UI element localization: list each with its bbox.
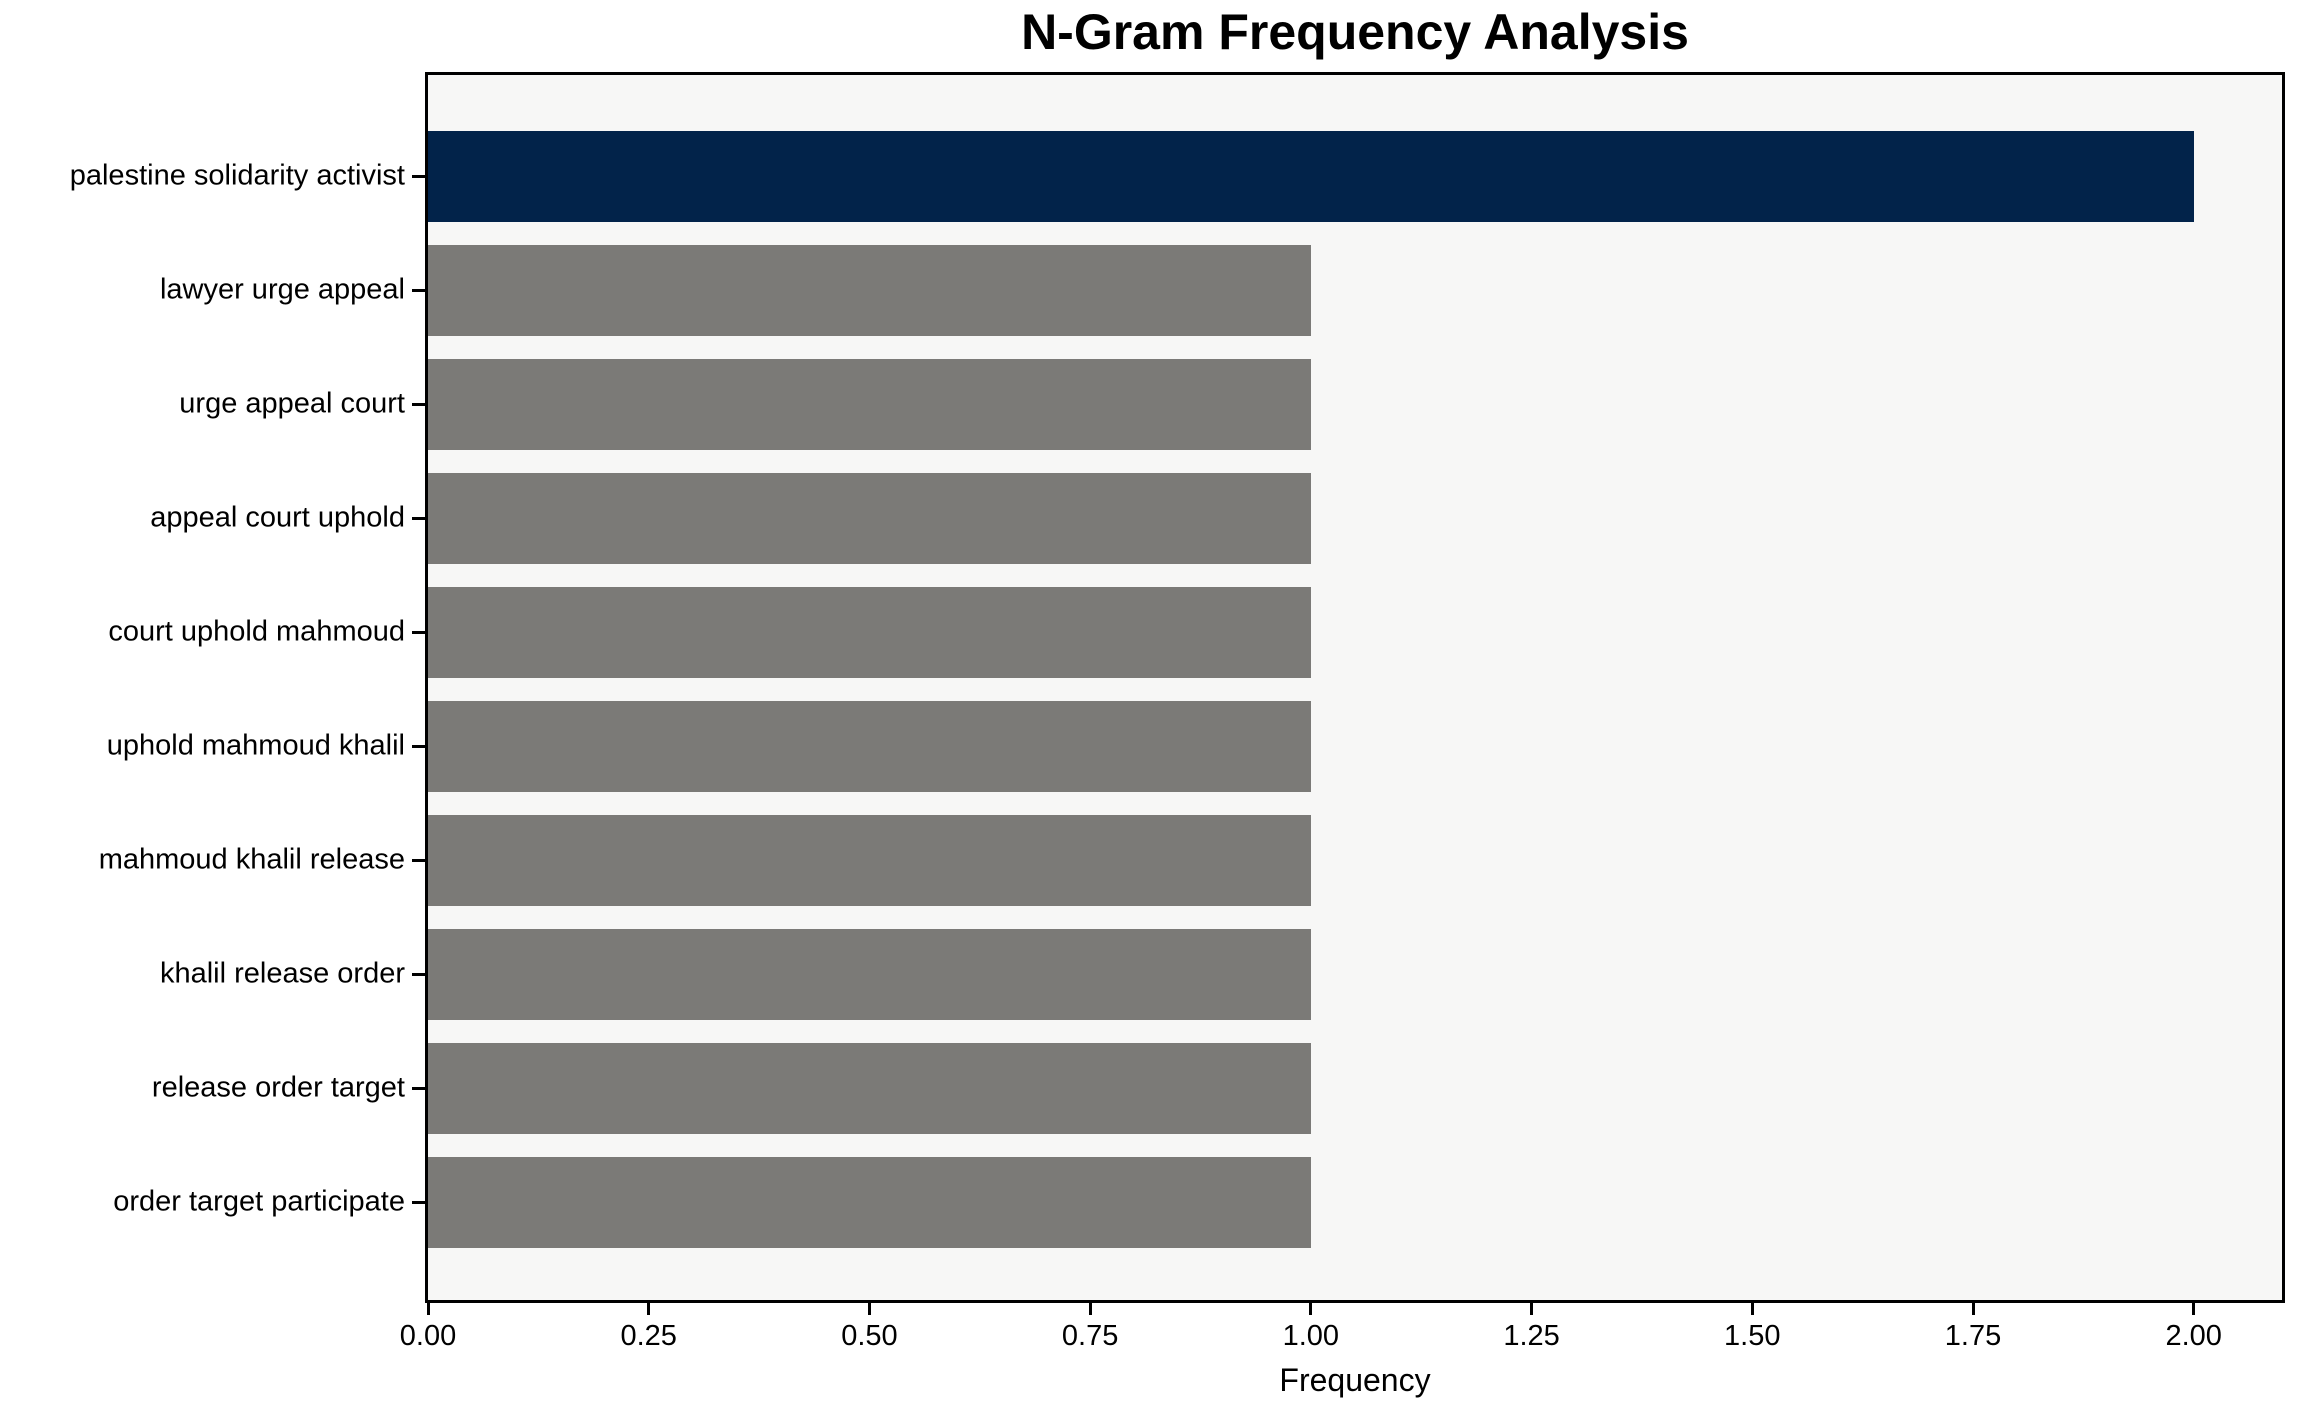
y-tick-mark: [412, 402, 425, 406]
x-tick-label: 0.75: [1061, 1320, 1119, 1352]
bar-mahmoud-khalil-release: [428, 814, 1311, 906]
y-tick-mark: [412, 174, 425, 178]
x-tick-label: 1.00: [1282, 1320, 1340, 1352]
x-tick-mark: [2192, 1303, 2196, 1315]
x-tick-label: 1.50: [1724, 1320, 1781, 1352]
y-tick-label: khalil release order: [159, 957, 405, 990]
bar-khalil-release-order: [428, 928, 1311, 1020]
x-tick-mark: [1530, 1303, 1534, 1315]
x-tick-mark: [426, 1303, 430, 1315]
y-tick-mark: [412, 516, 425, 520]
y-tick-mark: [412, 1200, 425, 1204]
y-tick-label: order target participate: [113, 1185, 405, 1218]
y-tick-mark: [412, 858, 425, 862]
x-tick-label: 0.50: [841, 1320, 898, 1352]
y-tick-label: court uphold mahmoud: [108, 615, 405, 648]
x-tick-mark: [1971, 1303, 1975, 1315]
y-tick-label: palestine solidarity activist: [69, 159, 405, 192]
y-tick-label: appeal court uphold: [150, 501, 405, 534]
x-tick-label: 2.00: [2165, 1320, 2222, 1352]
x-tick-mark: [1088, 1303, 1092, 1315]
bar-uphold-mahmoud-khalil: [428, 700, 1311, 792]
y-tick-label: lawyer urge appeal: [159, 273, 405, 306]
y-tick-label: mahmoud khalil release: [98, 843, 405, 876]
x-tick-label: 1.25: [1503, 1320, 1560, 1352]
chart-title: N-Gram Frequency Analysis: [1021, 4, 1689, 60]
bar-release-order-target: [428, 1042, 1311, 1134]
x-tick-label: 0.25: [620, 1320, 677, 1352]
y-tick-label: release order target: [151, 1071, 405, 1104]
bar-appeal-court-uphold: [428, 472, 1311, 564]
x-tick-mark: [867, 1303, 871, 1315]
plot-area: [425, 72, 2285, 1303]
y-tick-mark: [412, 630, 425, 634]
bar-urge-appeal-court: [428, 358, 1311, 450]
y-tick-mark: [412, 744, 425, 748]
x-tick-label: 0.00: [399, 1320, 457, 1352]
y-tick-mark: [412, 972, 425, 976]
bar-palestine-solidarity-activist: [428, 130, 2194, 222]
x-tick-mark: [1309, 1303, 1313, 1315]
x-tick-label: 1.75: [1944, 1320, 2002, 1352]
y-tick-mark: [412, 288, 425, 292]
bar-court-uphold-mahmoud: [428, 586, 1311, 678]
x-axis-label: Frequency: [1279, 1362, 1431, 1398]
bar-order-target-participate: [428, 1156, 1311, 1248]
y-tick-label: uphold mahmoud khalil: [106, 729, 405, 762]
y-tick-label: urge appeal court: [179, 387, 405, 420]
bar-lawyer-urge-appeal: [428, 244, 1311, 336]
x-tick-mark: [1750, 1303, 1754, 1315]
y-tick-mark: [412, 1086, 425, 1090]
x-tick-mark: [647, 1303, 651, 1315]
